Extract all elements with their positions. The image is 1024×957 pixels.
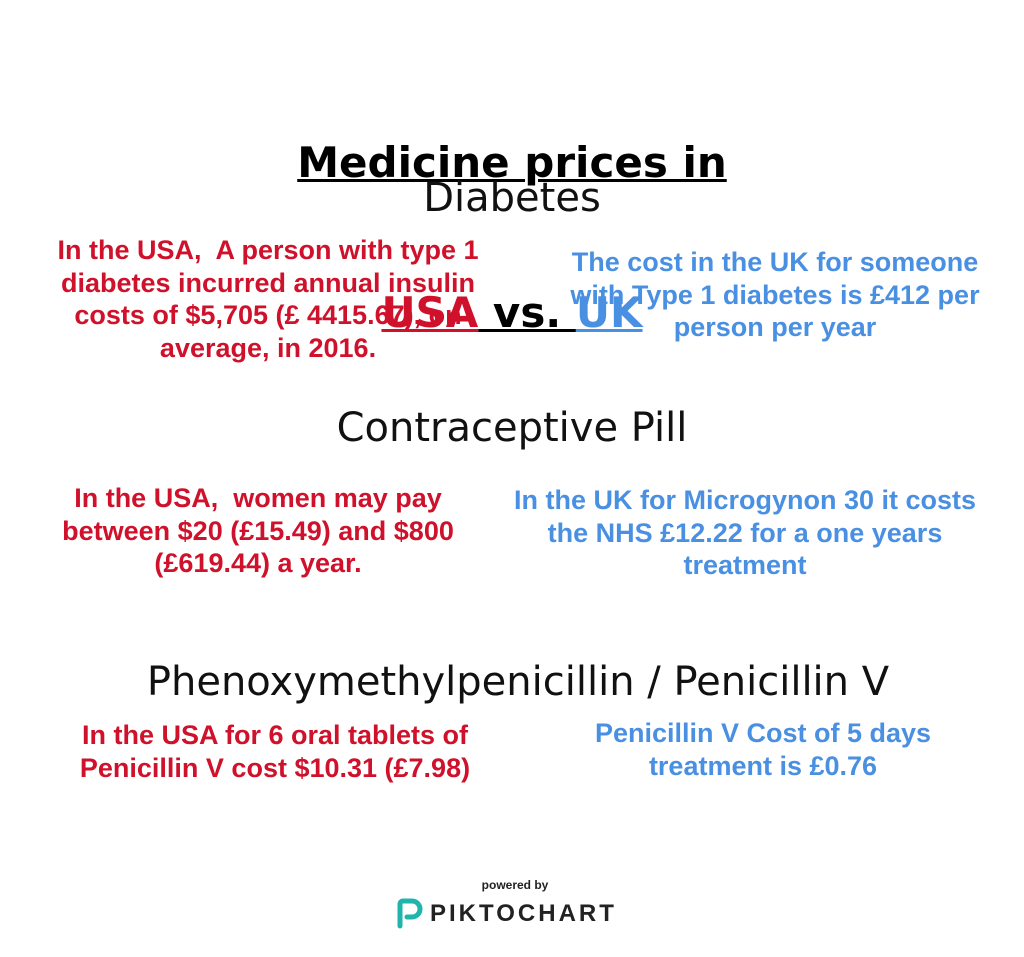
logo-icon (397, 898, 423, 929)
usa-text: In the USA, women may pay between $20 (£1… (0, 482, 518, 580)
section-heading: Contraceptive Pill (336, 405, 688, 451)
usa-text: In the USA for 6 oral tablets of Penicill… (15, 719, 535, 784)
text-line: average, in 2016. (159, 332, 377, 363)
text-line: person per year (673, 312, 877, 342)
text-line: In the USA, women may pay (74, 483, 442, 513)
text-line: Penicillin V Cost of 5 days (594, 718, 932, 748)
uk-text: Penicillin V Cost of 5 days treatment is … (503, 717, 1023, 782)
title-line: Medicine prices in (297, 138, 727, 187)
text-line: treatment is £0.76 (648, 750, 878, 781)
powered-by: powered by (481, 878, 549, 892)
text-line: In the USA for 6 oral tablets of (81, 720, 469, 750)
text-line: treatment (683, 550, 807, 580)
text-line: the NHS £12.22 for a one years (547, 517, 943, 548)
title-usa: USA (381, 288, 479, 337)
text-line: costs of $5,705 (£ 4415.67), on (74, 300, 462, 330)
title-vs: vs. (478, 288, 576, 337)
text-line: with Type 1 diabetes is £412 per (570, 279, 980, 310)
text-line: (£619.44) a year. (154, 548, 362, 578)
section-heading: Diabetes (423, 175, 601, 221)
title-uk: UK (575, 288, 643, 337)
text-line: between $20 (£15.49) and $800 (62, 515, 454, 546)
text-line: Penicillin V cost $10.31 (£7.98) (79, 752, 471, 783)
section-heading: Phenoxymethylpenicillin / Penicillin V (146, 659, 890, 705)
brand: PIKTOCHART (430, 900, 617, 927)
title: Medicine prices in USA vs. UK (0, 38, 1024, 388)
text-line: In the USA, A person with type 1 (57, 235, 479, 265)
uk-text: The cost in the UK for someone with Type … (515, 246, 1024, 344)
usa-text: In the USA, A person with type 1 diabetes… (8, 234, 528, 364)
uk-text: In the UK for Microgynon 30 it costs the … (485, 484, 1005, 582)
text-line: The cost in the UK for someone (571, 247, 979, 277)
text-line: diabetes incurred annual insulin (60, 267, 476, 298)
text-line: In the UK for Microgynon 30 it costs (513, 485, 977, 515)
